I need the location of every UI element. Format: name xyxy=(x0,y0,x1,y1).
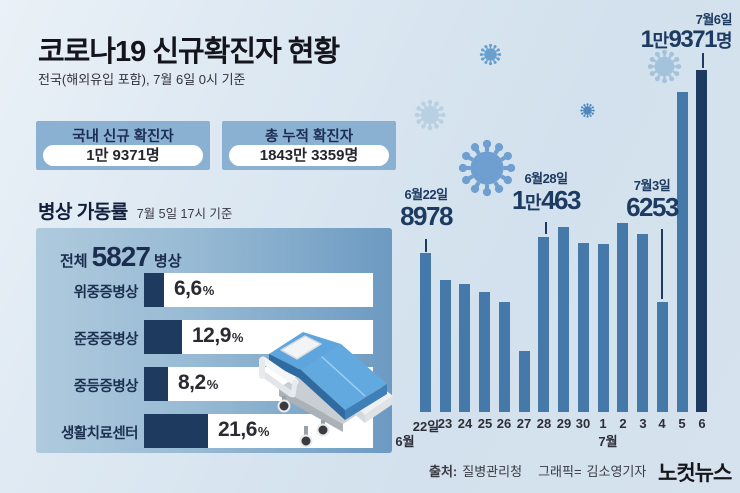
bar-26 xyxy=(499,302,510,412)
annotation-leader-line xyxy=(545,222,547,234)
credit-value: 김소영기자 xyxy=(586,464,647,479)
bar-23 xyxy=(440,280,451,412)
bed-total-suffix: 병상 xyxy=(153,253,182,270)
bed-row-bar: 12,9% xyxy=(144,320,373,354)
stat-label: 국내 신규 확진자 xyxy=(72,129,174,145)
bed-occupancy-panel: 전체 5827 병상 위중증병상 6,6% 준중증병상 12,9% 중등증병상 8,2% 생… xyxy=(36,228,392,453)
bed-row-label: 준중증병상 xyxy=(73,332,139,348)
bed-section-title: 병상 가동률 xyxy=(38,202,128,223)
bed-section-asof: 7월 5일 17시 기준 xyxy=(136,207,233,221)
coronavirus-icon xyxy=(478,42,503,67)
bar-4 xyxy=(657,302,668,412)
x-tick-label: 6 xyxy=(698,416,706,431)
x-tick-label: 29 xyxy=(556,416,572,431)
annotation-date: 6월22일 xyxy=(404,187,448,202)
source-label: 출처: xyxy=(429,464,458,479)
x-tick-label: 28 xyxy=(536,416,552,431)
bar-29 xyxy=(558,227,569,412)
x-tick-label: 5 xyxy=(678,416,686,431)
annotation-leader-line xyxy=(425,239,427,252)
bed-row-value: 12,9% xyxy=(192,324,244,347)
percent-sign: % xyxy=(202,283,215,298)
bed-row-value: 21,6% xyxy=(218,418,270,441)
bed-row-label: 중등증병상 xyxy=(73,379,139,395)
bed-row-value: 8,2% xyxy=(178,371,219,394)
x-month-label: 7월 xyxy=(598,434,618,449)
bed-row-fill xyxy=(144,273,164,307)
x-tick-label: 3 xyxy=(639,416,647,431)
bed-total-prefix: 전체 xyxy=(60,253,88,270)
annotation-date: 7월6일 xyxy=(695,12,733,27)
source-value: 질병관리청 xyxy=(462,464,523,479)
annotation-date: 6월28일 xyxy=(524,171,568,186)
bar-28 xyxy=(538,237,549,412)
percent-sign: % xyxy=(231,330,244,345)
stat-label: 총 누적 확진자 xyxy=(264,129,354,145)
bed-row-fill xyxy=(144,320,182,354)
bar-5 xyxy=(677,92,688,412)
percent-sign: % xyxy=(257,424,270,439)
page-title: 코로나19 신규확진자 현황 xyxy=(38,36,340,68)
bed-row-fill xyxy=(144,414,208,448)
annotation-leader-line xyxy=(661,229,663,299)
bar-24 xyxy=(459,284,470,412)
bed-row-fill xyxy=(144,367,168,401)
stat-value: 1843만 3359명 xyxy=(229,145,389,166)
bed-total-value: 5827 xyxy=(91,241,151,272)
chart-annotation: 6월22일 8978 xyxy=(376,184,476,230)
bar-22일 xyxy=(420,253,431,412)
percent-sign: % xyxy=(206,377,219,392)
stat-box-new-cases: 국내 신규 확진자 1만 9371명 xyxy=(36,121,210,170)
bed-row-label: 위중증병상 xyxy=(73,285,139,301)
bed-row-bar: 6,6% xyxy=(144,273,373,307)
annotation-value: 6253 xyxy=(626,192,679,222)
annotation-date: 7월3일 xyxy=(633,178,671,193)
bar-1 xyxy=(598,244,609,412)
stat-box-cumulative-cases: 총 누적 확진자 1843만 3359명 xyxy=(222,121,396,170)
bed-usage-row: 준중증병상 12,9% xyxy=(36,320,373,354)
bar-6 xyxy=(696,70,707,412)
bed-section-header: 병상 가동률 7월 5일 17시 기준 xyxy=(38,197,232,224)
bar-30 xyxy=(578,243,589,412)
x-tick-label: 2 xyxy=(619,416,627,431)
x-tick-label: 24 xyxy=(457,416,473,431)
annotation-value: 1만463 xyxy=(512,185,581,215)
x-tick-label: 4 xyxy=(658,416,666,431)
bed-row-value: 6,6% xyxy=(174,277,215,300)
chart-annotation: 6월28일 1만463 xyxy=(496,168,596,214)
bed-total: 전체 5827 병상 xyxy=(60,241,182,273)
bar-3 xyxy=(637,234,648,412)
x-tick-label: 27 xyxy=(516,416,532,431)
bar-27 xyxy=(519,351,530,412)
page-subtitle: 전국(해외유입 포함), 7월 6일 0시 기준 xyxy=(38,72,246,87)
source-credit: 출처: 질병관리청 그래픽= 김소영기자 xyxy=(429,461,646,480)
x-tick-label: 25 xyxy=(477,416,493,431)
bar-2 xyxy=(617,223,628,412)
chart-annotation: 7월6일 1만9371명 xyxy=(612,9,733,53)
x-tick-label: 26 xyxy=(496,416,512,431)
x-tick-label: 1 xyxy=(599,416,607,431)
x-tick-label: 23 xyxy=(437,416,453,431)
bed-row-label: 생활치료센터 xyxy=(60,426,139,442)
coronavirus-icon xyxy=(579,102,596,119)
x-month-label: 6월 xyxy=(395,434,415,449)
annotation-value: 8978 xyxy=(400,201,453,231)
nocut-news-logo: 노컷뉴스 xyxy=(658,462,732,485)
annotation-value: 1만9371명 xyxy=(640,26,733,53)
annotation-leader-line xyxy=(702,53,704,68)
x-tick-label: 22일 xyxy=(412,419,440,434)
x-tick-label: 30 xyxy=(575,416,591,431)
chart-annotation: 7월3일 6253 xyxy=(602,175,702,221)
stat-value: 1만 9371명 xyxy=(43,145,203,166)
coronavirus-icon xyxy=(412,97,448,133)
credit-label: 그래픽= xyxy=(538,464,582,479)
bed-usage-row: 위중증병상 6,6% xyxy=(36,273,373,307)
hospital-bed-icon xyxy=(259,332,393,448)
bar-25 xyxy=(479,292,490,412)
